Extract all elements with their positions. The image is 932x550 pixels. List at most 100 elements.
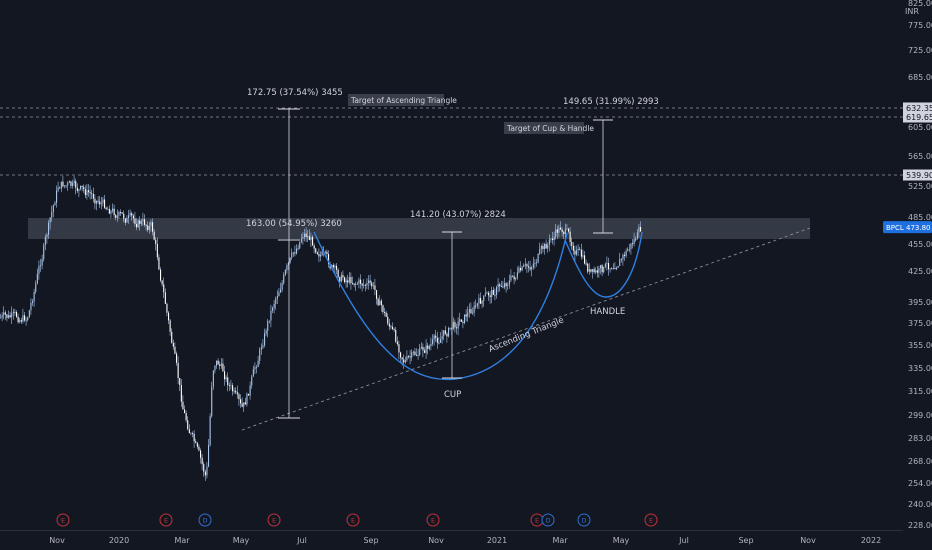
handle-curve <box>564 231 643 298</box>
candle-body <box>28 310 30 318</box>
candle-body <box>595 270 597 273</box>
candle-body <box>41 259 43 266</box>
candle-body <box>230 385 232 387</box>
candle-body <box>38 265 40 274</box>
y-tick-label: 240.00 <box>908 500 932 509</box>
candle-body <box>216 360 218 366</box>
candle-body <box>412 351 414 353</box>
candle-body <box>588 269 590 272</box>
candle-body <box>472 312 474 314</box>
candle-body <box>360 279 362 284</box>
candle-body <box>473 305 475 313</box>
resistance-zone[interactable] <box>28 218 810 239</box>
event-marker-circle <box>198 513 212 527</box>
y-tick-label: 485.00 <box>908 213 932 222</box>
candle-body <box>59 187 61 189</box>
candle-body <box>25 319 27 321</box>
candle-body <box>459 319 461 322</box>
candle-body <box>304 233 306 238</box>
candle-body <box>604 263 606 267</box>
candle-body <box>355 283 357 285</box>
candle-body <box>326 251 328 255</box>
last-price-value: 473.80 <box>906 224 931 232</box>
candle-body <box>600 265 602 269</box>
candle-body <box>248 393 250 396</box>
cup-handle-curves[interactable] <box>313 231 643 381</box>
candle-body <box>35 283 37 292</box>
y-tick-label: 455.00 <box>908 240 932 249</box>
candle-body <box>328 254 330 265</box>
candle-body <box>33 291 35 302</box>
price-level-tag <box>903 102 932 114</box>
candle-body <box>380 300 382 306</box>
y-tick-label: 299.00 <box>908 411 932 420</box>
candle-body <box>174 346 176 354</box>
candle-body <box>510 275 512 281</box>
candle-body <box>121 212 123 214</box>
candle-body <box>299 241 301 249</box>
candle-body <box>368 280 370 284</box>
candle-body <box>275 298 277 304</box>
candle-body <box>64 185 66 187</box>
candle-body <box>576 250 578 255</box>
candle-body <box>596 270 598 273</box>
candle-body <box>636 232 638 240</box>
candle-body <box>585 263 587 265</box>
candle-body <box>532 263 534 268</box>
candle-body <box>310 236 312 241</box>
candle-body <box>478 297 480 304</box>
candle-body <box>172 342 174 347</box>
candle-body <box>416 354 418 356</box>
candle-body <box>569 231 571 243</box>
candle-body <box>539 248 541 254</box>
candle-body <box>638 226 640 233</box>
x-tick-label: Mar <box>174 536 190 545</box>
candle-body <box>46 234 48 238</box>
candle-body <box>542 245 544 250</box>
candle-body <box>176 353 178 363</box>
event-marker-label: E <box>431 517 435 525</box>
candle-body <box>376 290 378 299</box>
candle-body <box>102 199 104 204</box>
measure-tools[interactable] <box>278 108 613 419</box>
candle-body <box>553 236 555 241</box>
candle-body <box>281 283 283 290</box>
candle-body <box>484 293 486 296</box>
annotation-label: 149.65 (31.99%) 2993 <box>563 97 659 107</box>
candle-body <box>91 193 93 195</box>
candle-body <box>443 330 445 337</box>
candle-body <box>219 364 221 366</box>
candle-body <box>308 236 310 241</box>
candle-body <box>137 220 139 228</box>
candle-body <box>192 433 194 434</box>
event-marker-circle <box>56 513 70 527</box>
ascending-triangle-trendline[interactable] <box>241 227 811 431</box>
candle-body <box>491 290 493 297</box>
candle-body <box>24 315 26 321</box>
candle-body <box>44 237 46 246</box>
candle-body <box>12 311 14 314</box>
candle-body <box>556 229 558 233</box>
candle-body <box>571 242 573 246</box>
y-tick-label: 725.00 <box>908 46 932 55</box>
annotation-label: CUP <box>444 390 461 400</box>
candle-body <box>139 220 141 224</box>
candle-body <box>203 464 205 472</box>
y-tick-label: 565.00 <box>908 152 932 161</box>
candle-body <box>222 363 224 372</box>
candle-body <box>494 294 496 296</box>
x-tick-label: 2021 <box>487 536 507 545</box>
candle-body <box>396 341 398 345</box>
candle-body <box>358 279 360 284</box>
candle-body <box>200 450 202 458</box>
candle-body <box>316 252 318 255</box>
candle-body <box>315 248 317 253</box>
candle-body <box>462 321 464 324</box>
candle-body <box>614 268 616 270</box>
candle-body <box>273 303 275 308</box>
candle-body <box>89 192 91 194</box>
candle-body <box>555 229 557 237</box>
